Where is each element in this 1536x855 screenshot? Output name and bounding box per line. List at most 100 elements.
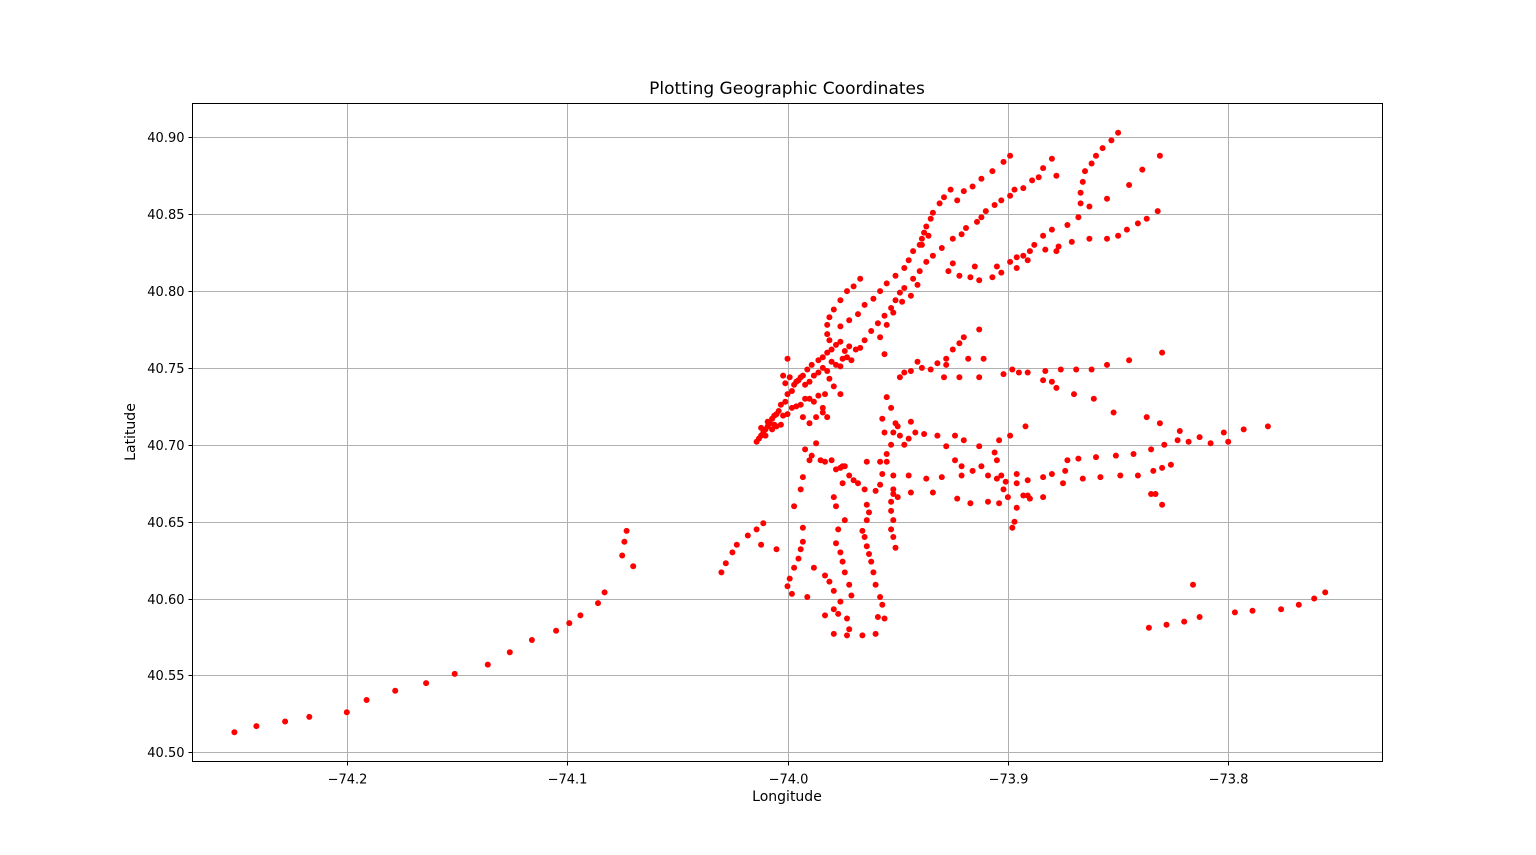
data-point	[824, 414, 831, 421]
data-point	[1295, 601, 1302, 608]
data-point	[976, 443, 983, 450]
data-point	[877, 288, 884, 295]
data-point	[1002, 478, 1009, 485]
data-point	[1143, 215, 1150, 222]
data-point	[630, 563, 637, 570]
data-point	[306, 713, 313, 720]
data-point	[982, 208, 989, 215]
data-point	[1011, 186, 1018, 193]
data-point	[786, 575, 793, 582]
data-point	[815, 357, 822, 364]
data-point	[1134, 472, 1141, 479]
data-point	[791, 564, 798, 571]
data-point	[989, 168, 996, 175]
data-point	[1088, 160, 1095, 167]
data-point	[722, 560, 729, 567]
data-point	[1075, 455, 1082, 462]
data-point	[844, 615, 850, 622]
data-point	[799, 414, 806, 421]
data-point	[1071, 391, 1077, 398]
data-point	[826, 375, 833, 382]
data-point	[890, 491, 897, 497]
data-point	[1139, 166, 1146, 173]
data-point	[828, 346, 835, 353]
data-point	[1082, 168, 1088, 175]
y-axis-label: Latitude	[123, 403, 139, 461]
data-point	[863, 543, 870, 550]
data-point	[993, 457, 1000, 464]
data-point	[879, 415, 886, 422]
data-point	[866, 551, 872, 557]
data-point	[777, 401, 784, 408]
data-point	[806, 378, 813, 385]
data-point	[1004, 494, 1011, 501]
data-point	[888, 507, 895, 514]
data-point	[1048, 155, 1055, 162]
data-point	[879, 601, 886, 608]
data-point	[1104, 361, 1110, 368]
data-point	[810, 372, 817, 379]
data-point	[797, 546, 804, 553]
data-point	[846, 626, 853, 633]
data-point	[974, 218, 980, 225]
x-tick-label: −73.9	[989, 773, 1029, 788]
data-point	[822, 572, 828, 579]
data-point	[1042, 246, 1049, 253]
data-point	[846, 317, 853, 324]
data-point	[905, 435, 912, 442]
data-point	[929, 489, 936, 496]
data-point	[822, 391, 828, 398]
data-point	[863, 458, 870, 465]
data-point	[822, 612, 828, 619]
y-tick-label: 40.80	[147, 285, 184, 300]
data-point	[1190, 581, 1196, 588]
data-point	[1020, 185, 1027, 192]
data-point	[1086, 235, 1093, 242]
data-point	[828, 457, 835, 464]
data-point	[1123, 226, 1130, 233]
data-point	[775, 408, 782, 414]
data-point	[830, 587, 837, 594]
data-point	[1090, 395, 1097, 402]
data-point	[1040, 232, 1047, 239]
data-point	[528, 637, 535, 643]
data-point	[758, 424, 765, 431]
data-point	[980, 355, 987, 362]
data-point	[784, 583, 791, 590]
data-point	[833, 540, 839, 547]
data-point	[848, 357, 855, 364]
data-point	[795, 555, 802, 562]
data-point	[956, 340, 963, 347]
data-point	[1068, 238, 1075, 245]
data-point	[1196, 614, 1203, 620]
data-point	[1099, 145, 1106, 152]
data-point	[888, 404, 895, 411]
data-point	[907, 292, 914, 299]
data-point	[837, 323, 844, 330]
data-point	[960, 188, 967, 195]
data-point	[802, 381, 809, 388]
data-point	[993, 475, 1000, 482]
data-point	[868, 558, 875, 565]
data-point	[890, 309, 897, 316]
data-point	[892, 544, 899, 551]
data-point	[971, 263, 978, 270]
data-point	[877, 594, 884, 600]
data-point	[797, 401, 804, 408]
data-point	[881, 615, 888, 622]
data-point	[868, 328, 875, 334]
data-point	[901, 441, 908, 448]
data-point	[839, 480, 846, 487]
data-point	[936, 200, 943, 207]
chart-title: Plotting Geographic Coordinates	[649, 79, 925, 99]
data-point	[848, 592, 855, 599]
data-point	[797, 374, 804, 381]
data-point	[839, 558, 846, 565]
data-point	[1009, 524, 1016, 531]
data-point	[927, 215, 934, 222]
data-point	[844, 288, 850, 295]
data-point	[844, 632, 850, 639]
data-point	[890, 517, 897, 524]
data-point	[733, 541, 740, 548]
data-point	[1126, 357, 1133, 364]
